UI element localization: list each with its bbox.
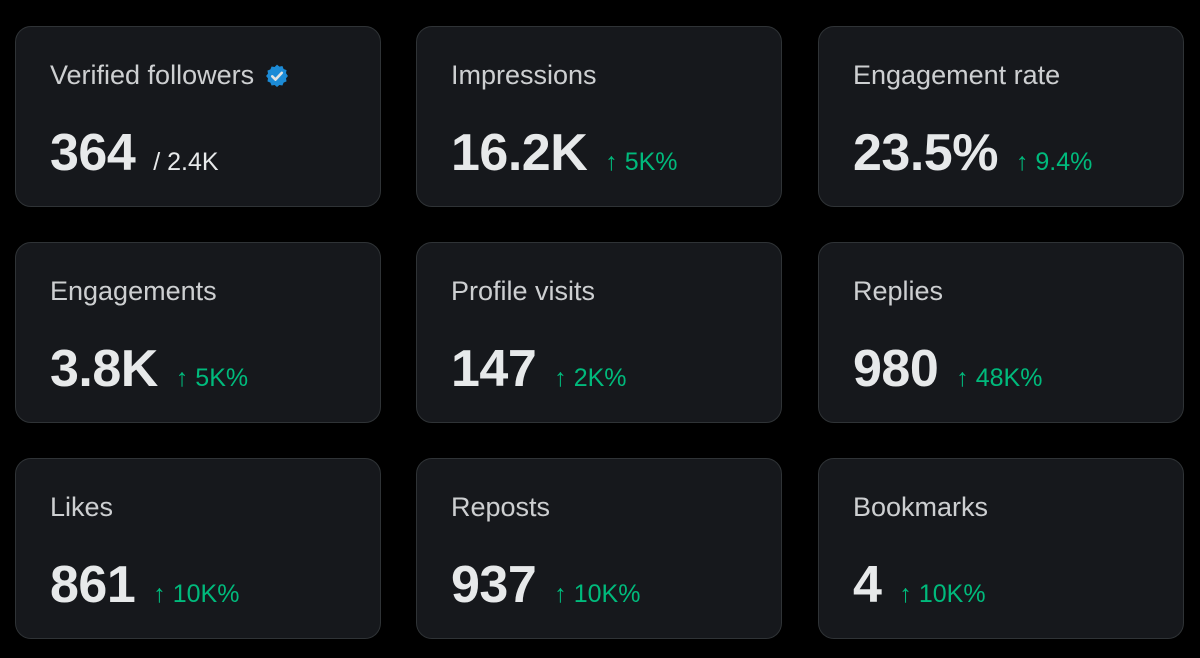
metric-delta-value: 2K% — [573, 364, 627, 392]
metric-delta-value: 10K% — [918, 580, 986, 608]
metric-value: 3.8K — [50, 340, 158, 398]
metric-value-row: 4 ↑ 10K% — [853, 555, 986, 615]
metric-card-reposts[interactable]: Reposts 937 ↑ 10K% — [416, 458, 782, 639]
metric-label: Profile visits — [451, 276, 596, 306]
arrow-up-icon: ↑ — [1015, 148, 1029, 176]
metric-value-row: 861 ↑ 10K% — [50, 555, 239, 615]
metric-delta: ↑ 48K% — [956, 364, 1042, 393]
metric-card-profile-visits[interactable]: Profile visits 147 ↑ 2K% — [416, 242, 782, 423]
metric-value-row: 147 ↑ 2K% — [451, 339, 627, 399]
metric-value-row: 23.5% ↑ 9.4% — [853, 123, 1092, 183]
metric-card-impressions[interactable]: Impressions 16.2K ↑ 5K% — [416, 26, 782, 207]
arrow-up-icon: ↑ — [554, 580, 567, 608]
metric-label: Verified followers — [50, 60, 290, 91]
metric-value: 980 — [853, 340, 939, 398]
arrow-up-icon: ↑ — [899, 580, 912, 608]
metric-card-engagement-rate[interactable]: Engagement rate 23.5% ↑ 9.4% — [818, 26, 1184, 207]
metric-delta-value: 48K% — [975, 364, 1043, 392]
metric-delta: ↑ 5K% — [605, 148, 677, 177]
metric-delta-value: 5K% — [624, 148, 678, 176]
metric-value-row: 364 / 2.4K — [50, 123, 219, 183]
metric-value: 861 — [50, 556, 136, 614]
metric-delta: ↑ 2K% — [554, 364, 626, 393]
metric-card-verified-followers[interactable]: Verified followers 364 / 2.4K — [15, 26, 381, 207]
metric-label: Reposts — [451, 492, 551, 522]
arrow-up-icon: ↑ — [175, 364, 189, 392]
metric-value: 364 — [50, 124, 136, 182]
metric-card-bookmarks[interactable]: Bookmarks 4 ↑ 10K% — [818, 458, 1184, 639]
metric-label: Engagements — [50, 276, 217, 306]
metric-delta: ↑ 9.4% — [1016, 148, 1092, 177]
arrow-up-icon: ↑ — [605, 148, 618, 176]
metric-delta: ↑ 10K% — [153, 580, 239, 609]
arrow-up-icon: ↑ — [153, 580, 166, 608]
metric-label: Bookmarks — [853, 492, 989, 522]
metric-value: 937 — [451, 556, 537, 614]
metric-value-row: 937 ↑ 10K% — [451, 555, 640, 615]
metric-label: Engagement rate — [853, 60, 1061, 90]
metric-value-row: 980 ↑ 48K% — [853, 339, 1042, 399]
metric-label: Replies — [853, 276, 944, 306]
metric-card-engagements[interactable]: Engagements 3.8K ↑ 5K% — [15, 242, 381, 423]
metric-value-row: 3.8K ↑ 5K% — [50, 339, 248, 399]
metric-label: Impressions — [451, 60, 597, 90]
verified-badge-icon — [264, 63, 290, 89]
metric-delta: ↑ 5K% — [176, 364, 248, 393]
metric-delta-value: 10K% — [573, 580, 641, 608]
metric-label: Likes — [50, 492, 114, 522]
metric-value: 147 — [451, 340, 537, 398]
metric-delta: ↑ 10K% — [554, 580, 640, 609]
metric-value-row: 16.2K ↑ 5K% — [451, 123, 678, 183]
metric-delta-value: 9.4% — [1035, 148, 1093, 176]
metric-delta-value: 5K% — [195, 364, 249, 392]
metric-delta: ↑ 10K% — [899, 580, 985, 609]
arrow-up-icon: ↑ — [956, 364, 969, 392]
metric-label-text: Verified followers — [50, 60, 255, 90]
metric-card-likes[interactable]: Likes 861 ↑ 10K% — [15, 458, 381, 639]
metric-value: 16.2K — [451, 124, 588, 182]
arrow-up-icon: ↑ — [554, 364, 567, 392]
metric-card-replies[interactable]: Replies 980 ↑ 48K% — [818, 242, 1184, 423]
metric-delta-value: 10K% — [172, 580, 240, 608]
metric-total: / 2.4K — [153, 148, 219, 176]
metric-value: 23.5% — [853, 124, 998, 182]
metric-value: 4 — [853, 556, 882, 614]
